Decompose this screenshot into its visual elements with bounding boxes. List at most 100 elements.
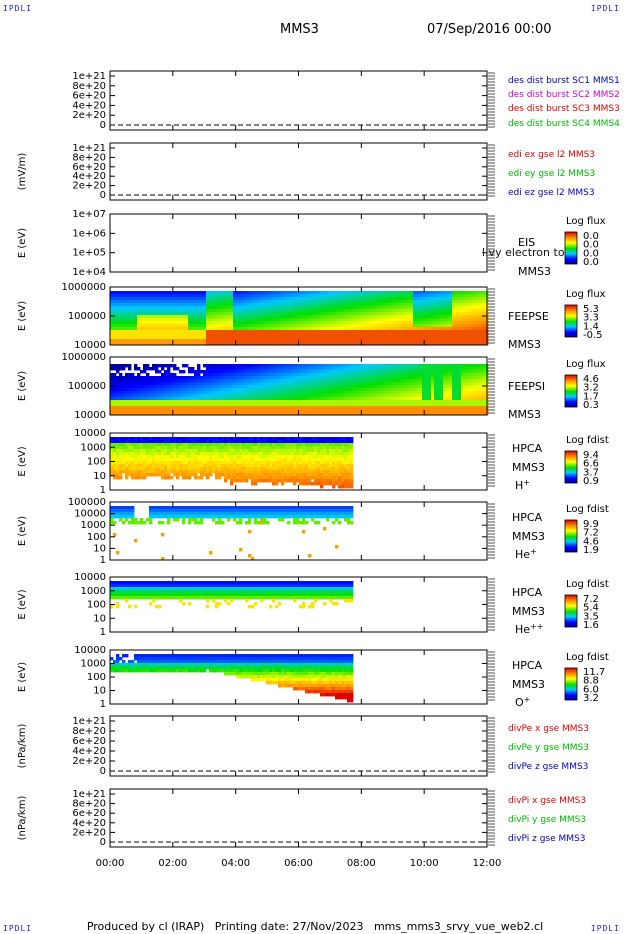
p5-pixel	[380, 373, 384, 377]
p4-pixel	[473, 327, 477, 331]
p5-pixel	[473, 382, 477, 386]
p6-pixel	[134, 458, 138, 462]
p5-pixel	[137, 397, 141, 401]
p4-pixel	[326, 330, 330, 334]
p4-pixel	[362, 324, 366, 328]
p4-pixel	[155, 297, 159, 301]
p6-pixel	[119, 464, 123, 468]
p4-pixel	[437, 324, 441, 328]
p4-pixel	[437, 330, 441, 334]
p4-pixel	[368, 327, 372, 331]
p5-pixel	[452, 394, 456, 398]
spacecraft-title: MMS3	[280, 22, 319, 37]
p4-pixel	[323, 309, 327, 313]
p6-pixel	[152, 449, 156, 453]
p4-pixel	[407, 318, 411, 322]
p5-pixel	[170, 388, 174, 392]
p4-pixel	[422, 297, 426, 301]
p4-pixel	[314, 297, 318, 301]
p5-pixel	[434, 364, 438, 368]
p4-pixel	[311, 306, 315, 310]
p5-pixel	[446, 373, 450, 377]
p4-pixel	[218, 321, 222, 325]
p4-pixel	[116, 315, 120, 319]
p5-pixel	[221, 394, 225, 398]
p5-pixel	[365, 394, 369, 398]
p4-pixel	[365, 303, 369, 307]
p4-pixel	[128, 324, 132, 328]
p5-pixel	[110, 409, 114, 413]
p4-pixel	[170, 300, 174, 304]
p4-pixel	[287, 330, 291, 334]
p5-pixel	[353, 397, 357, 401]
p5-pixel	[419, 412, 423, 416]
p4-pixel	[380, 306, 384, 310]
p3-ytick-label: 1e+07	[72, 209, 106, 220]
p5-pixel	[470, 409, 474, 413]
p4-pixel	[185, 309, 189, 313]
p5-pixel	[392, 412, 396, 416]
p6-pixel	[119, 440, 123, 444]
p4-pixel	[227, 315, 231, 319]
p2-legend-1: edi ey gse l2 MMS3	[508, 169, 595, 179]
p4-pixel	[251, 315, 255, 319]
p4-pixel	[176, 339, 180, 343]
p4-pixel	[200, 321, 204, 325]
p4-pixel	[260, 291, 264, 295]
p2-ylabel: (mV/m)	[17, 153, 28, 191]
p4-pixel	[158, 333, 162, 337]
p5-pixel	[464, 403, 468, 407]
p4-pixel	[332, 306, 336, 310]
p5-pixel	[140, 376, 144, 380]
p5-pixel	[329, 412, 333, 416]
p5-pixel	[314, 403, 318, 407]
p5-pixel	[404, 412, 408, 416]
p1-legend-3: des dist burst SC4 MMS4	[508, 119, 620, 129]
p4-pixel	[470, 324, 474, 328]
p5-pixel	[338, 388, 342, 392]
p5-pixel	[371, 367, 375, 371]
p5-pixel	[419, 379, 423, 383]
p5-pixel	[290, 391, 294, 395]
p5-pixel	[125, 403, 129, 407]
p4-pixel	[392, 300, 396, 304]
p5-pixel	[383, 412, 387, 416]
p5-pixel	[113, 364, 117, 368]
p4-pixel	[182, 303, 186, 307]
p5-pixel	[437, 379, 441, 383]
p5-pixel	[131, 403, 135, 407]
p4-pixel	[314, 342, 318, 346]
p5-pixel	[377, 406, 381, 410]
p5-pixel	[398, 406, 402, 410]
p4-pixel	[116, 294, 120, 298]
p4-pixel	[326, 297, 330, 301]
p5-pixel	[212, 394, 216, 398]
p4-pixel	[431, 318, 435, 322]
p4-pixel	[392, 321, 396, 325]
p5-pixel	[287, 400, 291, 404]
p4-pixel	[350, 300, 354, 304]
p5-pixel	[239, 394, 243, 398]
p4-pixel	[365, 327, 369, 331]
p4-pixel	[434, 342, 438, 346]
p5-pixel	[197, 382, 201, 386]
p5-pixel	[191, 409, 195, 413]
p5-pixel	[344, 367, 348, 371]
p4-pixel	[155, 300, 159, 304]
p5-pixel	[197, 364, 201, 368]
p4-pixel	[188, 342, 192, 346]
p4-pixel	[332, 291, 336, 295]
p4-pixel	[374, 333, 378, 337]
p4-pixel	[284, 312, 288, 316]
p4-pixel	[197, 318, 201, 322]
p6-pixel	[167, 455, 171, 459]
p5-pixel	[377, 391, 381, 395]
p4-pixel	[374, 318, 378, 322]
p5-pixel	[134, 385, 138, 389]
p5-pixel	[293, 379, 297, 383]
p4-pixel	[152, 324, 156, 328]
p4-pixel	[353, 306, 357, 310]
p4-pixel	[326, 318, 330, 322]
p5-pixel	[359, 409, 363, 413]
p5-pixel	[179, 391, 183, 395]
